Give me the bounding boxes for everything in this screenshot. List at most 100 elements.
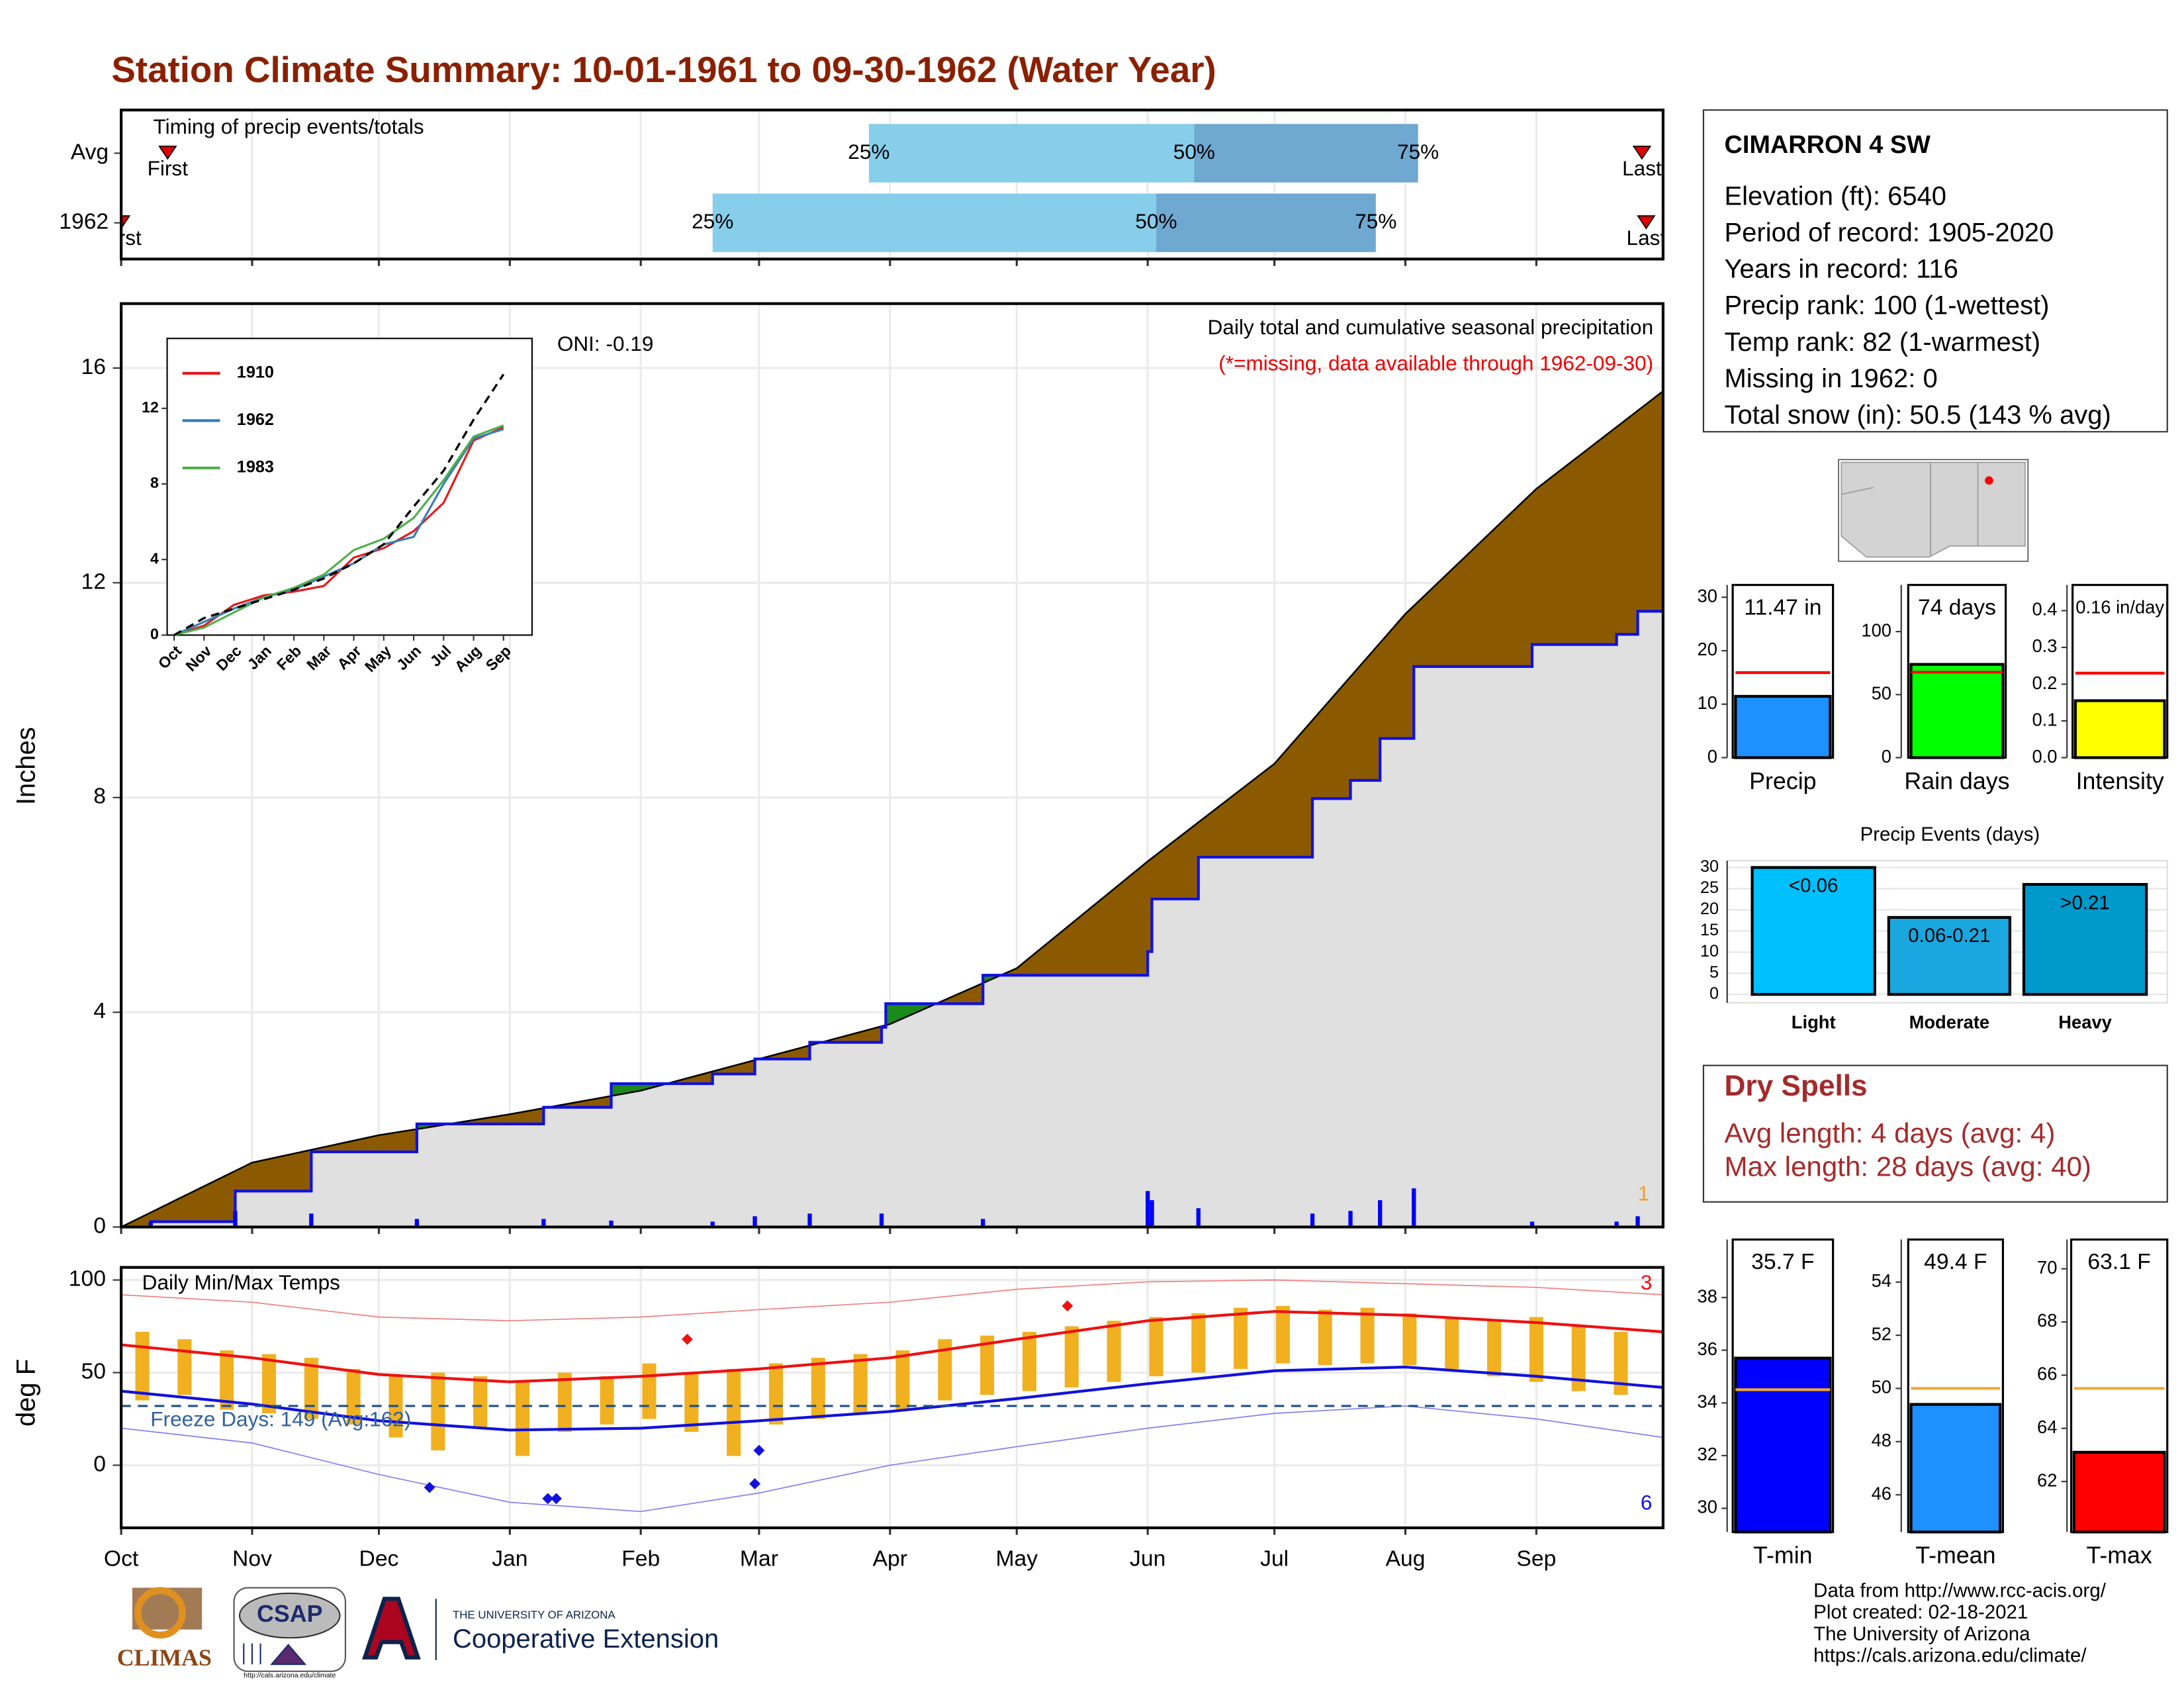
category-label: T-min (1753, 1542, 1812, 1569)
y-tick-label: Avg (71, 140, 109, 164)
quartile-bar (868, 124, 1195, 183)
y-tick-label: 36 (1698, 1338, 1717, 1359)
temp-bar (1149, 1317, 1163, 1377)
daily-bar (148, 1221, 153, 1227)
oni-label: ONI: -0.19 (557, 332, 654, 355)
y-tick-label: 50 (1872, 683, 1891, 704)
record-low-count: 6 (1641, 1491, 1653, 1515)
temp-line (121, 1405, 1663, 1513)
y-tick-label: 25 (1700, 878, 1719, 897)
quartile-label: 75% (1355, 209, 1396, 233)
temp-bar (1318, 1309, 1332, 1366)
temp-bar (304, 1358, 318, 1419)
temp-bar (1022, 1331, 1036, 1391)
temp-line (121, 1279, 1663, 1322)
quartile-label: 25% (848, 140, 889, 164)
temp-bar (1275, 1305, 1290, 1364)
bar (1909, 663, 2005, 759)
category-label: T-max (2086, 1542, 2152, 1569)
category-label: Rain days (1904, 768, 2009, 794)
bar (1751, 866, 1876, 996)
x-tick-label: Apr (873, 1546, 907, 1571)
station-line: Temp rank: 82 (1-warmest) (1724, 328, 2040, 357)
quartile-label: 50% (1135, 209, 1177, 233)
event-marker (1637, 215, 1656, 230)
y-tick-label: 30 (1698, 1497, 1717, 1517)
temp-bar (811, 1358, 825, 1419)
y-tick-label: 12 (81, 569, 106, 594)
y-tick-label: 0 (93, 1213, 106, 1238)
quartile-bar (1156, 193, 1376, 252)
footer-line: https://cals.arizona.edu/climate/ (1813, 1644, 2087, 1666)
x-tick-label: Aug (1386, 1546, 1426, 1571)
daily-bar (981, 1219, 985, 1227)
csap-logo: CSAP (257, 1601, 322, 1627)
daily-bar (1310, 1213, 1315, 1227)
y-tick-label: 50 (81, 1359, 106, 1383)
bar (1734, 694, 1832, 759)
y-tick-label: 54 (1872, 1270, 1891, 1291)
temp-bar (1571, 1326, 1586, 1391)
events-title: Precip Events (days) (1860, 823, 2040, 845)
daily-bar (879, 1213, 884, 1227)
y-tick-label: 68 (2037, 1310, 2057, 1331)
legend-label: 1910 (237, 363, 274, 382)
station-line: Elevation (ft): 6540 (1724, 181, 1946, 211)
y-tick-label: 38 (1698, 1286, 1717, 1306)
temp-title: Daily Min/Max Temps (142, 1270, 340, 1294)
daily-bar (1378, 1200, 1383, 1227)
timing-plot: 25% 50% 75% First Last 25% 50% 75% First Last (121, 110, 1666, 259)
x-tick-label: Jun (1130, 1546, 1165, 1571)
temp-bar (431, 1372, 445, 1451)
temp-bar (1529, 1317, 1543, 1382)
bar (1887, 915, 2012, 996)
record-marker (681, 1333, 693, 1345)
daily-bar (233, 1211, 238, 1227)
temp-bar (1614, 1331, 1628, 1395)
climas-logo: CLIMAS (117, 1644, 212, 1671)
y-tick-label: 32 (1698, 1444, 1717, 1464)
dry-spells-box (1702, 1064, 2168, 1203)
temp-bar (473, 1376, 488, 1429)
quartile-label: 50% (1173, 140, 1215, 164)
temp-bar (261, 1354, 277, 1414)
daily-bar (1412, 1188, 1416, 1227)
y-tick-label: 15 (1700, 921, 1719, 939)
daily-bar (1614, 1221, 1619, 1227)
value-label: 63.1 F (2087, 1250, 2150, 1274)
legend-label: 1962 (237, 410, 274, 429)
station-line: Period of record: 1905-2020 (1724, 218, 2054, 247)
event-label: Last (1627, 226, 1666, 250)
daily-bar (309, 1213, 314, 1227)
dry-spell-line: Max length: 28 days (avg: 40) (1724, 1150, 2091, 1182)
temp-bar (557, 1372, 572, 1432)
series-line (173, 426, 504, 636)
legend-label: 1983 (237, 458, 274, 477)
category-label: Precip (1749, 768, 1816, 794)
dry-spells-title: Dry Spells (1724, 1070, 1867, 1102)
y-tick-label: 100 (1861, 620, 1891, 640)
y-tick-label: 0.1 (2032, 709, 2057, 729)
footer-line: Data from http://www.rcc-acis.org/ (1813, 1580, 2107, 1602)
series-line (173, 424, 504, 636)
temp-bar (895, 1350, 910, 1410)
daily-bar (710, 1221, 715, 1227)
record-marker (1062, 1300, 1073, 1312)
record-high-count: 3 (1641, 1270, 1653, 1294)
temp-bar (980, 1335, 995, 1395)
temp-bar (1360, 1307, 1375, 1364)
quartile-bar (712, 193, 1156, 252)
temp-bar (1191, 1313, 1206, 1373)
temp-bar (853, 1354, 868, 1414)
x-tick-label: May (995, 1546, 1038, 1571)
y-tick-label: 4 (93, 999, 106, 1023)
y-tick-label: 62 (2037, 1470, 2057, 1490)
panel-frame (119, 1266, 1664, 1530)
x-tick-label: Feb (621, 1546, 660, 1571)
x-tick-label: Oct (104, 1546, 139, 1571)
y-tick-label: 30 (1700, 857, 1719, 876)
category-label: Moderate (1909, 1012, 1990, 1033)
ua-name: THE UNIVERSITY OF ARIZONA (453, 1609, 615, 1621)
value-label: 0.16 in/day (2075, 597, 2164, 618)
